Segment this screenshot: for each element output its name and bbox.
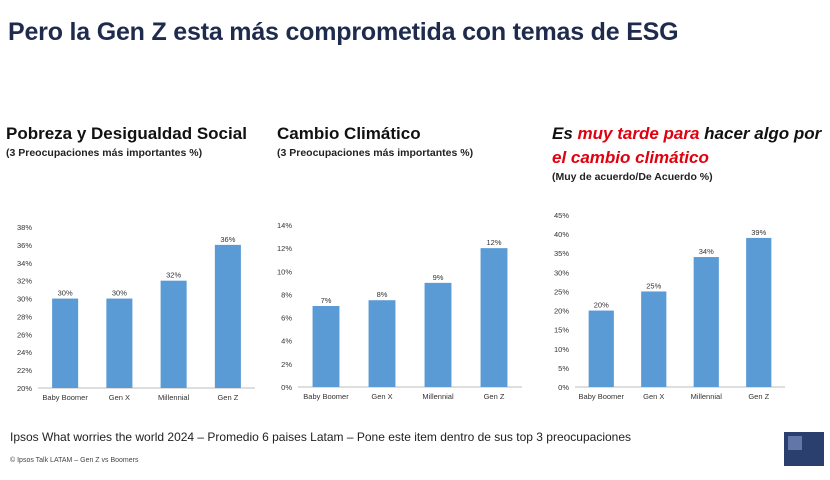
- y-tick-label: 20%: [17, 384, 32, 393]
- x-tick-label: Gen Z: [748, 392, 769, 401]
- y-tick-label: 30%: [17, 295, 32, 304]
- panel-title-line2: el cambio climático: [552, 148, 821, 168]
- chart-muy-tarde: 0% 5% 10% 15% 20% 25% 30% 35% 40% 45% 20% Baby Boom…: [554, 211, 785, 401]
- panel-pobreza: Pobreza y Desigualdad Social (3 Preocupa…: [6, 124, 247, 159]
- bar-gen-z: [214, 244, 241, 388]
- y-tick-label: 25%: [554, 287, 569, 296]
- data-label: 8%: [377, 290, 388, 299]
- x-tick-label: Baby Boomer: [579, 392, 625, 401]
- y-tick-label: 20%: [554, 307, 569, 316]
- bar-millennial: [693, 257, 719, 387]
- y-tick-label: 38%: [17, 223, 32, 232]
- panel-title: Cambio Climático: [277, 124, 421, 143]
- title-part-red: muy tarde para: [577, 124, 700, 143]
- chart-pobreza: 20% 22% 24% 26% 28% 30% 32% 34% 36% 38% 30% Baby Bo…: [17, 223, 255, 402]
- panel-title-line1: Es muy tarde para hacer algo por: [552, 124, 821, 144]
- panel-subtitle: (3 Preocupaciones más importantes %): [277, 147, 474, 159]
- y-tick-label: 2%: [281, 360, 292, 369]
- bar-gen-x: [641, 291, 667, 387]
- x-tick-label: Gen Z: [217, 393, 238, 402]
- y-tick-label: 26%: [17, 330, 32, 339]
- y-tick-label: 0%: [558, 383, 569, 392]
- y-tick-label: 24%: [17, 348, 32, 357]
- y-tick-label: 45%: [554, 211, 569, 220]
- x-tick-label: Gen Z: [484, 392, 505, 401]
- x-tick-label: Millennial: [691, 392, 723, 401]
- x-tick-label: Gen X: [109, 393, 130, 402]
- y-tick-label: 40%: [554, 230, 569, 239]
- y-tick-label: 28%: [17, 312, 32, 321]
- panel-title: Pobreza y Desigualdad Social: [6, 124, 247, 143]
- y-tick-label: 12%: [277, 244, 292, 253]
- bar-gen-x: [106, 298, 133, 388]
- y-tick-label: 10%: [554, 345, 569, 354]
- data-label: 25%: [646, 281, 661, 290]
- y-tick-label: 8%: [281, 290, 292, 299]
- y-tick-label: 34%: [17, 259, 32, 268]
- data-label: 36%: [220, 235, 235, 244]
- bar-gen-z: [480, 248, 508, 387]
- data-label: 20%: [594, 301, 609, 310]
- chart-cambio-climatico: 0% 2% 4% 6% 8% 10% 12% 14% 7% Baby Boomer 8% Gen X 9…: [277, 221, 522, 401]
- x-tick-label: Millennial: [422, 392, 454, 401]
- data-label: 12%: [486, 238, 501, 247]
- data-label: 30%: [112, 289, 127, 298]
- x-tick-label: Gen X: [643, 392, 664, 401]
- x-tick-label: Baby Boomer: [303, 392, 349, 401]
- y-tick-label: 6%: [281, 314, 292, 323]
- footer-copyright: © Ipsos Talk LATAM – Gen Z vs Boomers: [10, 457, 139, 464]
- x-tick-label: Gen X: [371, 392, 392, 401]
- y-tick-label: 32%: [17, 277, 32, 286]
- y-tick-label: 15%: [554, 326, 569, 335]
- x-tick-label: Millennial: [158, 393, 190, 402]
- data-label: 7%: [321, 296, 332, 305]
- bar-baby-boomer: [52, 298, 79, 388]
- panel-cambio: Cambio Climático (3 Preocupaciones más i…: [277, 124, 473, 159]
- corner-logo: [784, 432, 824, 466]
- title-part-es: Es: [552, 124, 573, 143]
- data-label: 39%: [751, 228, 766, 237]
- bar-baby-boomer: [312, 306, 340, 387]
- bar-millennial: [424, 282, 452, 387]
- bar-millennial: [160, 280, 187, 388]
- y-tick-label: 10%: [277, 267, 292, 276]
- data-label: 34%: [699, 247, 714, 256]
- panel-subtitle: (Muy de acuerdo/De Acuerdo %): [552, 171, 713, 183]
- footer-source: Ipsos What worries the world 2024 – Prom…: [10, 430, 632, 444]
- bar-gen-x: [368, 300, 396, 387]
- y-tick-label: 0%: [281, 383, 292, 392]
- y-tick-label: 36%: [17, 241, 32, 250]
- y-tick-label: 14%: [277, 221, 292, 230]
- title-part-cambio: el cambio climático: [552, 148, 709, 167]
- page-title: Pero la Gen Z esta más comprometida con …: [8, 18, 679, 46]
- panel-muy-tarde: Es muy tarde para hacer algo por el camb…: [552, 124, 821, 183]
- data-label: 30%: [58, 289, 73, 298]
- logo-tile: [788, 436, 802, 450]
- x-tick-label: Baby Boomer: [42, 393, 88, 402]
- bar-baby-boomer: [588, 310, 614, 387]
- y-tick-label: 35%: [554, 249, 569, 258]
- y-tick-label: 22%: [17, 366, 32, 375]
- data-label: 9%: [433, 273, 444, 282]
- panel-subtitle: (3 Preocupaciones más importantes %): [6, 147, 203, 159]
- data-label: 32%: [166, 271, 181, 280]
- y-tick-label: 30%: [554, 268, 569, 277]
- title-part-hacer: hacer algo por: [704, 124, 822, 143]
- y-tick-label: 4%: [281, 337, 292, 346]
- bar-gen-z: [746, 237, 772, 387]
- y-tick-label: 5%: [558, 364, 569, 373]
